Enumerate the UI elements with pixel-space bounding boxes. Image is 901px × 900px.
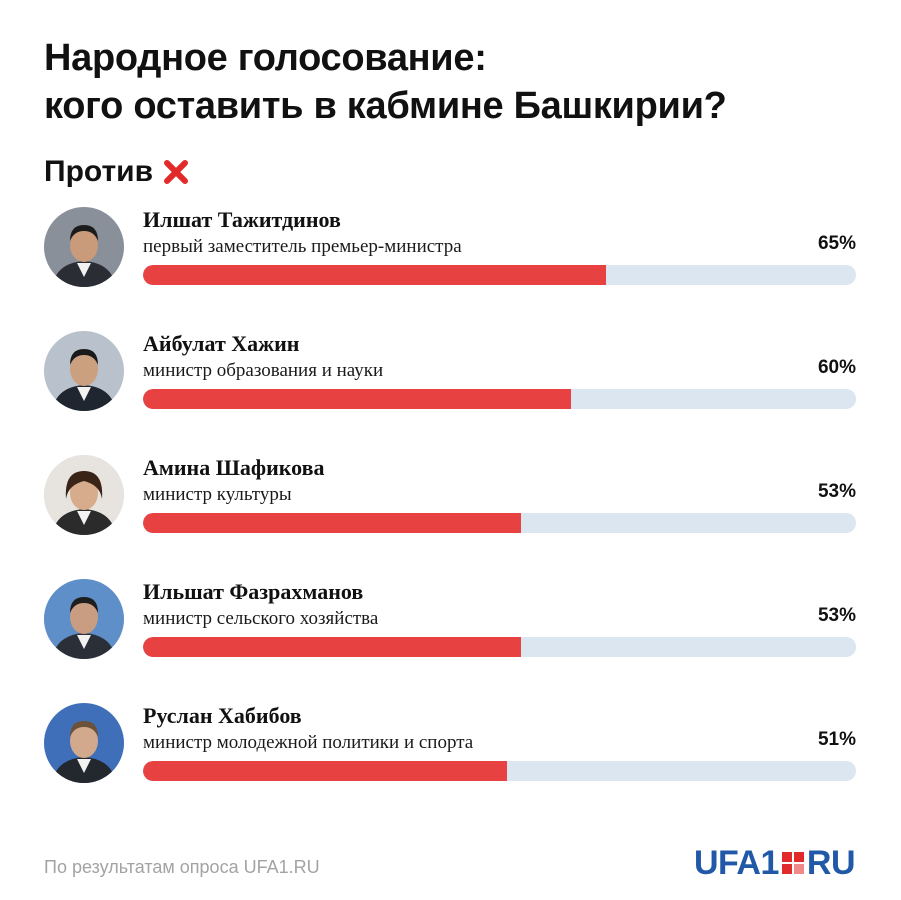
avatar xyxy=(44,455,124,535)
title-line-2: кого оставить в кабмине Башкирии? xyxy=(44,85,727,127)
percent-label: 51% xyxy=(817,729,856,750)
portrait-icon xyxy=(44,331,124,411)
percent-label: 53% xyxy=(817,605,856,626)
source-note: По результатам опроса UFA1.RU xyxy=(44,857,320,877)
bar-fill xyxy=(143,389,571,409)
avatar xyxy=(44,703,124,783)
person-name: Ильшат Фазрахманов xyxy=(143,579,364,604)
portrait-icon xyxy=(44,579,124,659)
avatar xyxy=(44,579,124,659)
page-title: Народное голосование: кого оставить в ка… xyxy=(44,34,864,130)
portrait-icon xyxy=(44,703,124,783)
person-name: Руслан Хабибов xyxy=(143,703,302,728)
result-row: Руслан Хабибов министр молодежной полити… xyxy=(44,703,856,827)
bar-fill xyxy=(143,513,521,533)
bar-track xyxy=(143,637,856,657)
result-row: Айбулат Хажин министр образования и наук… xyxy=(44,331,856,455)
person-role: министр сельского хозяйства xyxy=(143,608,379,629)
result-row: Ильшат Фазрахманов министр сельского хоз… xyxy=(44,579,856,703)
avatar xyxy=(44,331,124,411)
logo-text-right: RU xyxy=(806,844,856,882)
person-name: Амина Шафикова xyxy=(143,455,325,480)
bar-track xyxy=(143,513,856,533)
bar-fill xyxy=(143,761,507,781)
bar-fill xyxy=(143,637,521,657)
person-role: министр молодежной политики и спорта xyxy=(143,732,474,753)
person-role: первый заместитель премьер-министра xyxy=(143,236,462,257)
person-name: Илшат Тажитдинов xyxy=(143,207,341,232)
result-row: Амина Шафикова министр культуры 53% xyxy=(44,455,856,579)
results-list: Илшат Тажитдинов первый заместитель прем… xyxy=(44,207,856,827)
bar-track xyxy=(143,389,856,409)
percent-label: 60% xyxy=(817,357,856,378)
section-heading: Против xyxy=(44,152,191,192)
result-row: Илшат Тажитдинов первый заместитель прем… xyxy=(44,207,856,331)
portrait-icon xyxy=(44,455,124,535)
percent-label: 65% xyxy=(817,233,856,254)
person-role: министр образования и науки xyxy=(143,360,384,381)
percent-label: 53% xyxy=(817,481,856,502)
title-line-1: Народное голосование: xyxy=(44,37,487,79)
bar-track xyxy=(143,265,856,285)
avatar xyxy=(44,207,124,287)
bar-fill xyxy=(143,265,607,285)
logo-mark-icon xyxy=(781,852,804,874)
person-role: министр культуры xyxy=(143,484,292,505)
ufa1-logo[interactable]: UFA1 RU xyxy=(693,844,856,882)
section-heading-label: Против xyxy=(44,155,154,188)
logo-text-left: UFA1 xyxy=(693,844,779,882)
cross-icon xyxy=(164,160,189,184)
portrait-icon xyxy=(44,207,124,287)
bar-track xyxy=(143,761,856,781)
person-name: Айбулат Хажин xyxy=(143,331,300,356)
